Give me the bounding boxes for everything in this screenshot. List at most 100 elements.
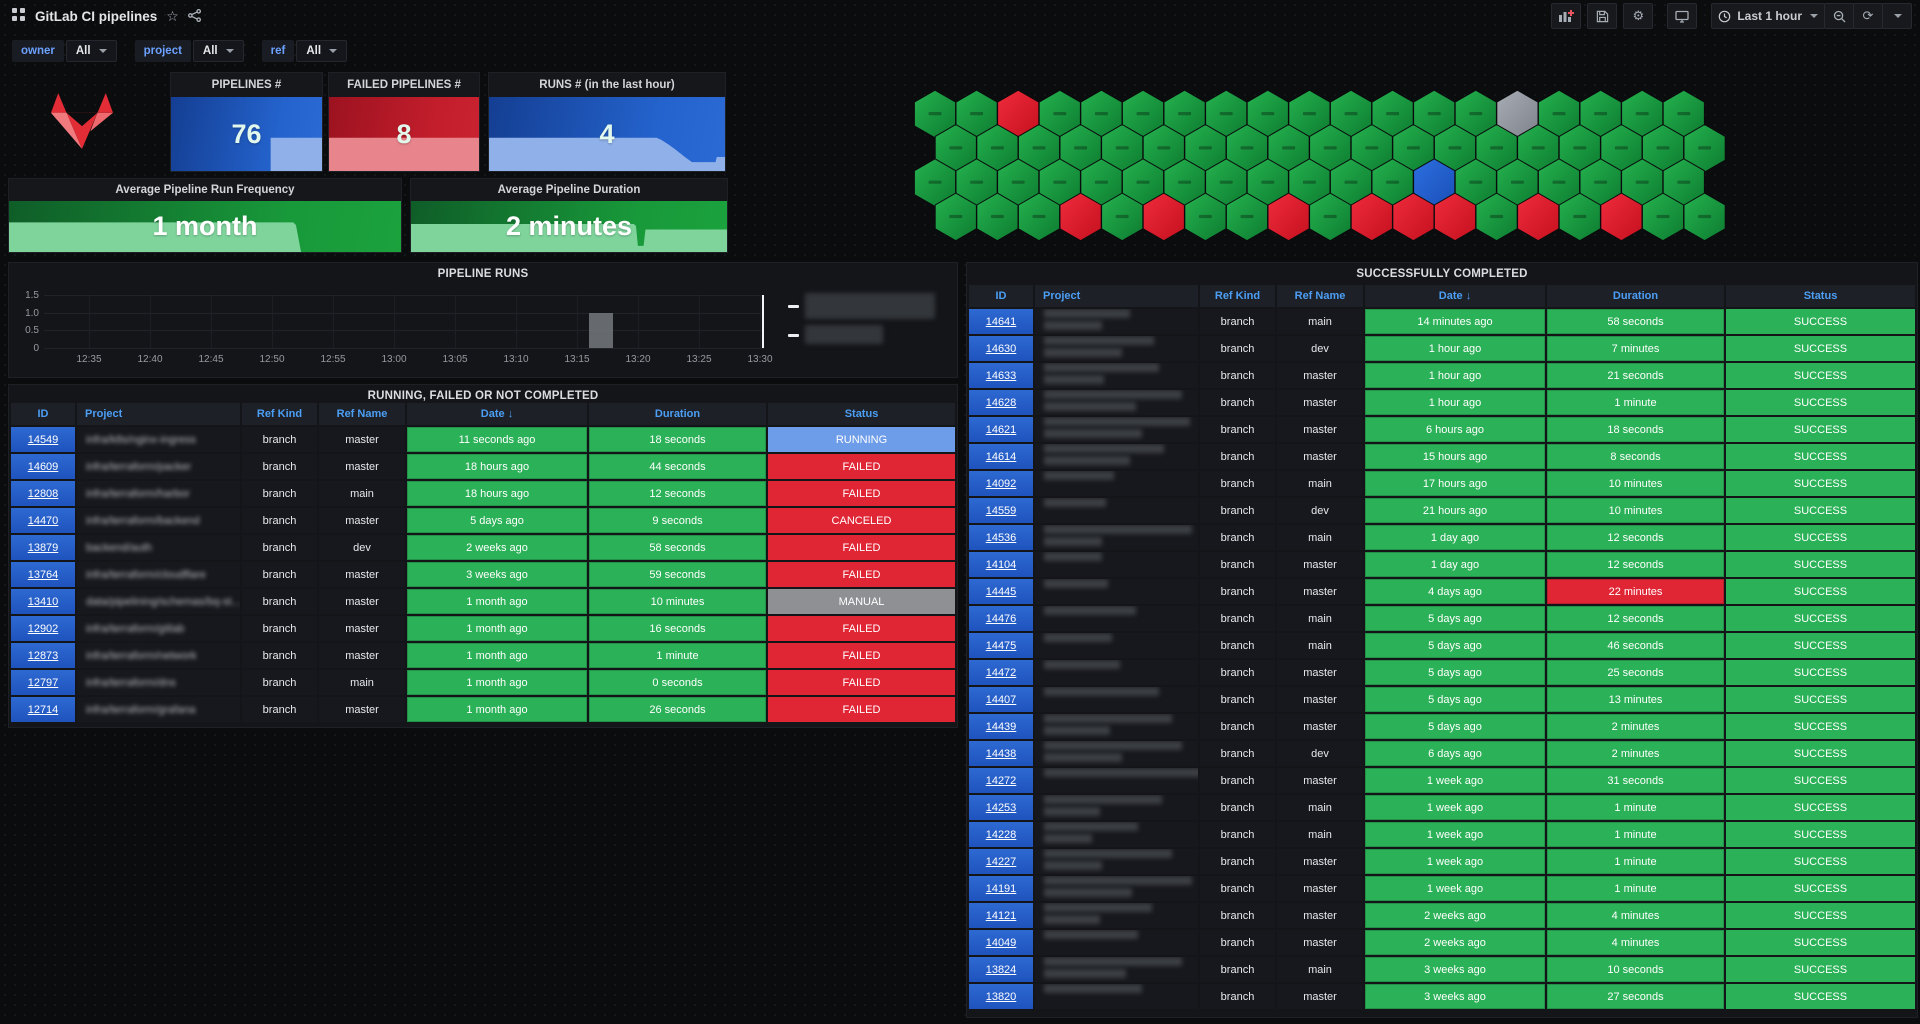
cell-ref-kind: branch (242, 535, 317, 560)
hexagon-label (1427, 112, 1441, 116)
dashboard-title: GitLab CI pipelines (35, 8, 158, 24)
pipeline-id-link[interactable]: 14609 (27, 460, 59, 473)
filter-value-ref[interactable]: All (296, 40, 348, 62)
cell-date: 6 hours ago (1365, 417, 1545, 442)
pipeline-id-link[interactable]: 14536 (985, 531, 1017, 544)
pipeline-id-link[interactable]: 14628 (985, 396, 1017, 409)
pipeline-id-link[interactable]: 14228 (985, 828, 1017, 841)
column-header-ref-kind[interactable]: Ref Kind (242, 403, 317, 425)
pipeline-id-link[interactable]: 14438 (985, 747, 1017, 760)
column-header-status[interactable]: Status (1726, 285, 1915, 307)
stat-value: 76 (231, 118, 262, 149)
redacted-project-name (1044, 552, 1102, 561)
zoom-out-button[interactable] (1824, 3, 1854, 29)
pipeline-id-link[interactable]: 14633 (985, 369, 1017, 382)
column-header-id[interactable]: ID (969, 285, 1033, 307)
cell-pipeline-id: 13820 (969, 984, 1033, 1009)
pipeline-id-link[interactable]: 14614 (985, 450, 1017, 463)
column-header-duration[interactable]: Duration (589, 403, 766, 425)
column-header-project[interactable]: Project (77, 403, 240, 425)
cell-project (1035, 984, 1198, 1009)
pipeline-id-link[interactable]: 13764 (27, 568, 59, 581)
pipeline-id-link[interactable]: 13879 (27, 541, 59, 554)
pipeline-id-link[interactable]: 14049 (985, 936, 1017, 949)
pipeline-id-link[interactable]: 12808 (27, 487, 59, 500)
x-axis-tick-label: 13:20 (625, 354, 651, 365)
refresh-interval-dropdown[interactable] (1882, 3, 1912, 29)
pipeline-id-link[interactable]: 14407 (985, 693, 1017, 706)
cell-ref-name: main (319, 481, 405, 506)
column-header-date[interactable]: Date ↓ (407, 403, 587, 425)
column-header-date[interactable]: Date ↓ (1365, 285, 1545, 307)
column-header-id[interactable]: ID (11, 403, 75, 425)
pipeline-id-link[interactable]: 12797 (27, 676, 59, 689)
pipeline-id-link[interactable]: 14559 (985, 504, 1017, 517)
pipeline-id-link[interactable]: 14104 (985, 558, 1017, 571)
pipeline-id-link[interactable]: 13410 (27, 595, 59, 608)
cell-pipeline-id: 13410 (11, 589, 75, 614)
filter-value-project[interactable]: All (192, 40, 244, 62)
pipeline-id-link[interactable]: 14630 (985, 342, 1017, 355)
cell-ref-name: master (1277, 768, 1363, 793)
cell-duration: 10 seconds (1547, 957, 1724, 982)
chevron-down-icon (329, 49, 338, 53)
cell-ref-kind: branch (1200, 390, 1275, 415)
cell-pipeline-id: 12873 (11, 643, 75, 668)
grid-line (89, 295, 90, 348)
save-dashboard-button[interactable] (1587, 3, 1618, 29)
pipeline-id-link[interactable]: 13820 (985, 990, 1017, 1003)
star-icon[interactable]: ☆ (166, 8, 179, 24)
share-icon[interactable] (187, 8, 201, 24)
pipeline-id-link[interactable]: 12873 (27, 649, 59, 662)
column-header-ref-name[interactable]: Ref Name (319, 403, 405, 425)
panel-title: PIPELINE RUNS (437, 268, 529, 280)
hexagon-label (949, 214, 963, 219)
column-header-ref-name[interactable]: Ref Name (1277, 285, 1363, 307)
settings-gear-icon[interactable]: ⚙ (1623, 3, 1654, 29)
column-header-status[interactable]: Status (768, 403, 955, 425)
pipeline-id-link[interactable]: 13824 (985, 963, 1017, 976)
x-axis-tick-label: 12:35 (76, 354, 102, 365)
refresh-button[interactable]: ⟳ (1853, 3, 1883, 29)
column-header-project[interactable]: Project (1035, 285, 1198, 307)
cell-duration: 21 seconds (1547, 363, 1724, 388)
pipeline-id-link[interactable]: 14191 (985, 882, 1017, 895)
cell-ref-name: master (319, 589, 405, 614)
pipeline-id-link[interactable]: 14253 (985, 801, 1017, 814)
filter-value-owner[interactable]: All (65, 40, 117, 62)
pipeline-id-link[interactable]: 14272 (985, 774, 1017, 787)
pipeline-id-link[interactable]: 12714 (27, 703, 59, 716)
pipeline-id-link[interactable]: 14445 (985, 585, 1017, 598)
hexagon-pipeline-green-success[interactable] (1683, 192, 1726, 242)
add-panel-button[interactable] (1551, 3, 1582, 29)
pipeline-id-link[interactable]: 14470 (27, 514, 59, 527)
cell-project (1035, 795, 1198, 820)
cell-ref-name: master (1277, 417, 1363, 442)
blurred-project-name: infra/terraform/backend (86, 514, 200, 527)
cell-ref-name: master (1277, 552, 1363, 577)
pipeline-id-link[interactable]: 14227 (985, 855, 1017, 868)
cycle-view-icon[interactable] (1667, 3, 1698, 29)
pipeline-id-link[interactable]: 14092 (985, 477, 1017, 490)
stat-failed-pipelines-count: FAILED PIPELINES # 8 (328, 72, 480, 172)
cell-ref-kind: branch (1200, 876, 1275, 901)
time-range-picker[interactable]: Last 1 hour (1711, 3, 1825, 29)
hexagon-label (1178, 112, 1192, 116)
column-header-ref-kind[interactable]: Ref Kind (1200, 285, 1275, 307)
hexagon-label (1469, 180, 1483, 184)
pipeline-id-link[interactable]: 12902 (27, 622, 59, 635)
pipeline-id-link[interactable]: 14475 (985, 639, 1017, 652)
pipeline-id-link[interactable]: 14641 (985, 315, 1017, 328)
pipeline-id-link[interactable]: 14621 (985, 423, 1017, 436)
hexagon-label (1614, 146, 1628, 150)
pipeline-id-link[interactable]: 14476 (985, 612, 1017, 625)
pipeline-id-link[interactable]: 14439 (985, 720, 1017, 733)
pipeline-id-link[interactable]: 14472 (985, 666, 1017, 679)
pipeline-id-link[interactable]: 14549 (27, 433, 59, 446)
stat-sparkline (270, 137, 322, 171)
cell-duration: 4 minutes (1547, 930, 1724, 955)
apps-grid-icon[interactable] (12, 8, 26, 24)
column-header-duration[interactable]: Duration (1547, 285, 1724, 307)
cell-pipeline-id: 14121 (969, 903, 1033, 928)
pipeline-id-link[interactable]: 14121 (985, 909, 1017, 922)
